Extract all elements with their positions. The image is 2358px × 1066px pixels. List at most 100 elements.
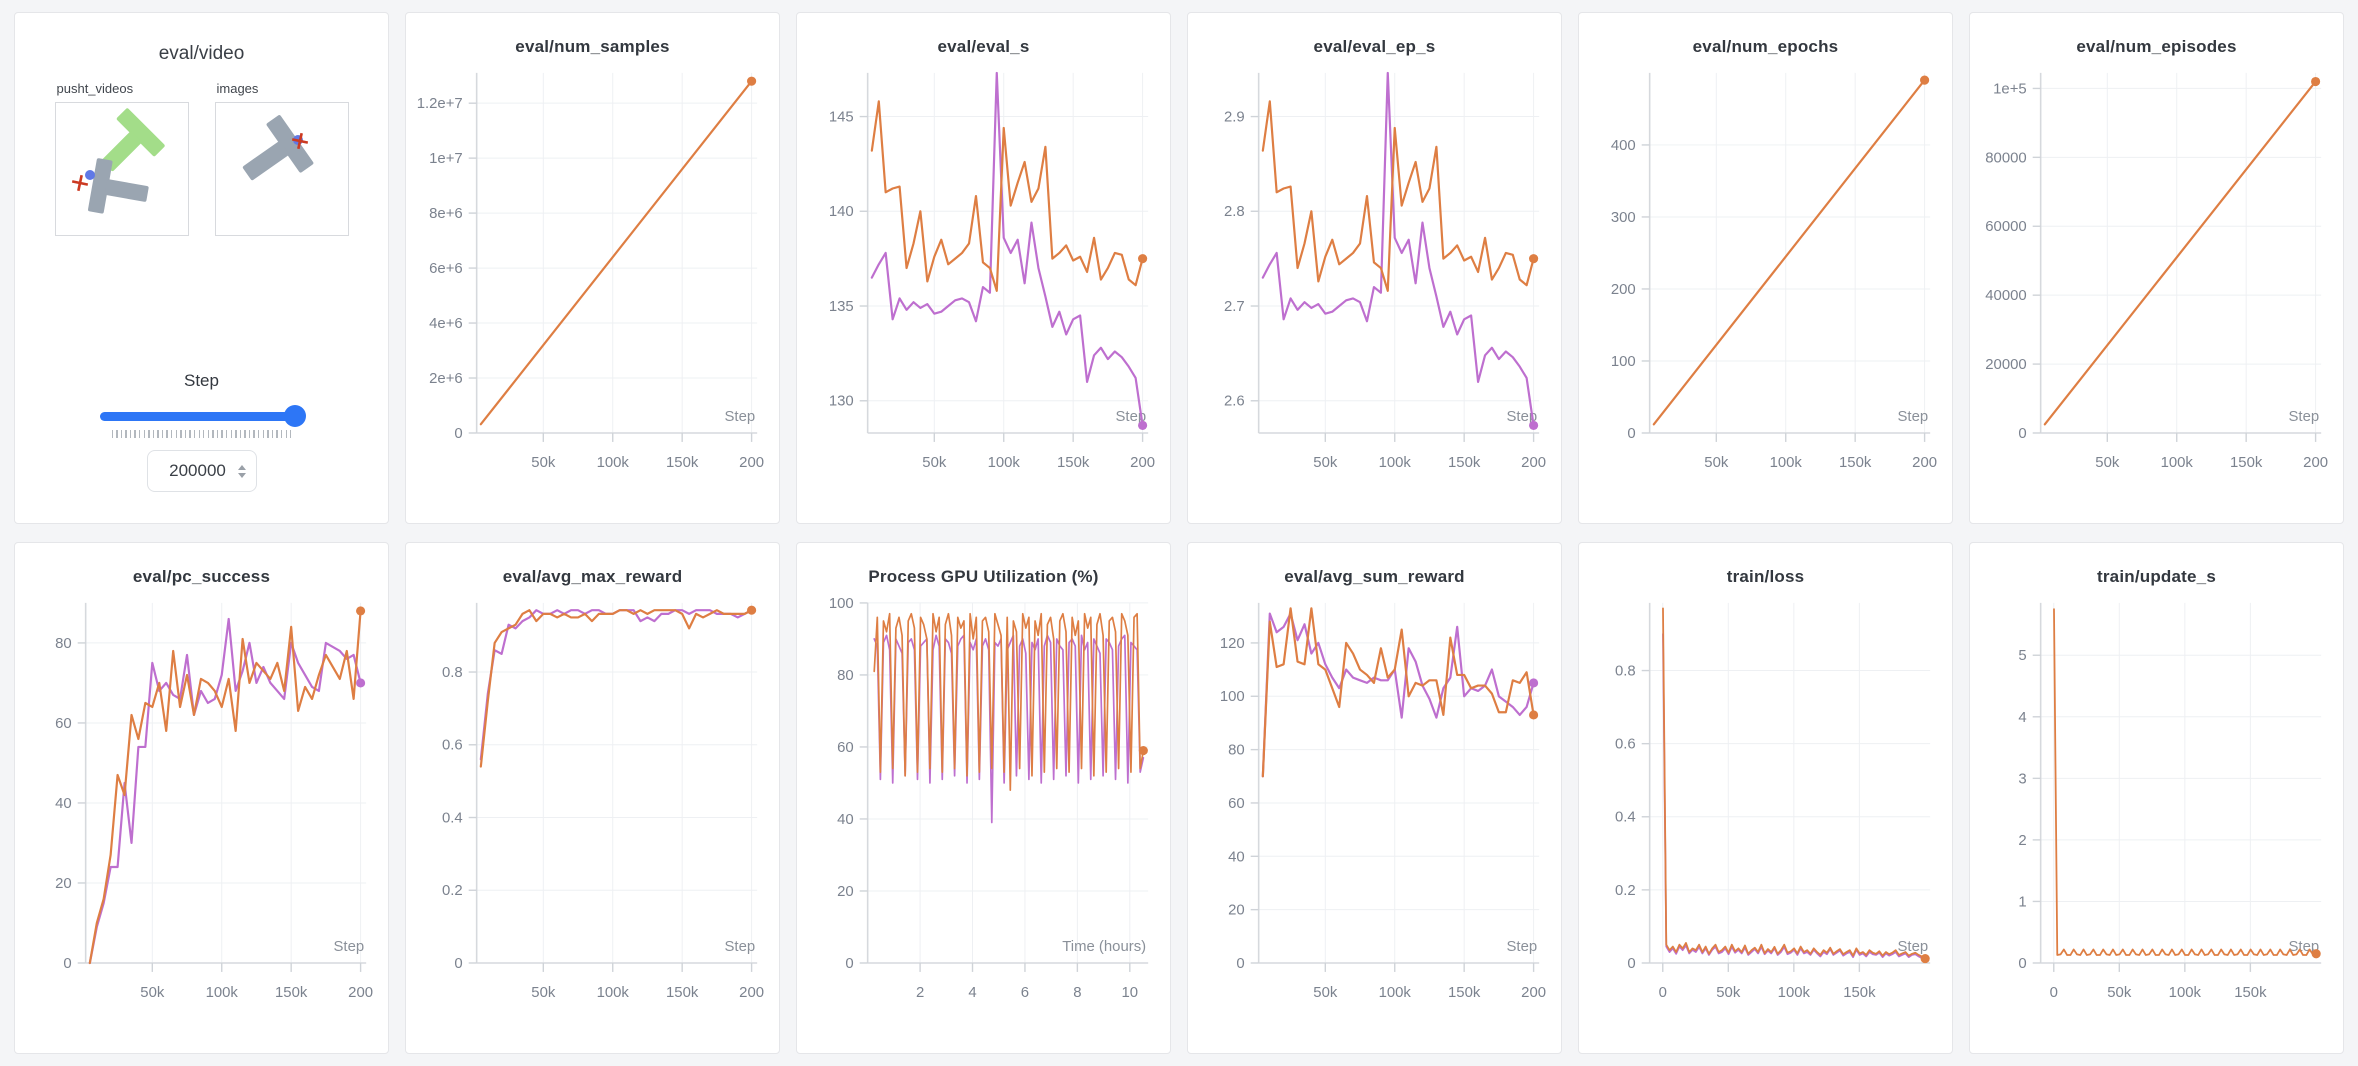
svg-text:150k: 150k xyxy=(666,455,699,471)
svg-text:100k: 100k xyxy=(1778,985,1811,1001)
svg-text:200: 200 xyxy=(1522,985,1547,1001)
panel-process-gpu-utilization: Process GPU Utilization (%) 0 20 40 60 80 100… xyxy=(796,542,1171,1054)
svg-text:10: 10 xyxy=(1122,985,1139,1001)
svg-text:135: 135 xyxy=(829,299,854,315)
svg-text:50k: 50k xyxy=(141,985,166,1001)
svg-text:3: 3 xyxy=(2019,771,2027,787)
svg-text:150k: 150k xyxy=(666,985,699,1001)
chart-eval-num-episodes[interactable]: 0 20000 40000 60000 80000 1e+5 50k 100k 150k 200 S… xyxy=(1977,59,2335,487)
svg-text:0: 0 xyxy=(2019,956,2027,972)
pusht-video-thumbnail[interactable] xyxy=(54,102,189,236)
images-thumbnail[interactable] xyxy=(214,102,349,236)
svg-text:4e+6: 4e+6 xyxy=(430,316,464,332)
chart-train-loss[interactable]: 0 0.2 0.4 0.6 0.8 0 50k 100k 150k Step xyxy=(1586,589,1944,1017)
svg-text:Step: Step xyxy=(2289,409,2320,425)
panel-train-loss: train/loss 0 0.2 0.4 0.6 0.8 0 50k 100k 150k Step xyxy=(1578,542,1953,1054)
svg-text:6e+6: 6e+6 xyxy=(430,261,464,277)
svg-text:120: 120 xyxy=(1220,636,1245,652)
chart-eval-num-epochs[interactable]: 0 100 200 300 400 50k 100k 150k 200 Step xyxy=(1586,59,1944,487)
series-run-orange xyxy=(89,609,363,965)
chart-title: eval/avg_max_reward xyxy=(502,567,683,586)
svg-text:6: 6 xyxy=(1021,985,1029,1001)
panel-title: eval/video xyxy=(158,43,245,64)
svg-text:Step: Step xyxy=(1507,939,1538,955)
end-point-run-orange xyxy=(2312,949,2322,959)
svg-text:40000: 40000 xyxy=(1986,288,2027,304)
chart-eval-avg-max-reward[interactable]: 0 0.2 0.4 0.6 0.8 50k 100k 150k 200 Step xyxy=(413,589,771,1017)
svg-text:Step: Step xyxy=(334,939,365,955)
svg-text:40: 40 xyxy=(56,796,73,812)
svg-text:200: 200 xyxy=(2304,455,2329,471)
svg-text:1.2e+7: 1.2e+7 xyxy=(417,96,463,112)
svg-text:0: 0 xyxy=(1628,956,1636,972)
series-run-orange xyxy=(1662,607,1927,960)
end-point-run-orange xyxy=(1138,254,1148,264)
panel-eval-eval-ep-s: eval/eval_ep_s 2.6 2.7 2.8 2.9 50k 100k 150k 20… xyxy=(1187,12,1562,524)
series-run-orange xyxy=(1653,78,1927,426)
end-point-run-orange xyxy=(356,606,366,616)
end-point-run-orange xyxy=(2311,76,2321,87)
chart-title: eval/avg_sum_reward xyxy=(1284,567,1465,586)
series-run-purple xyxy=(871,71,1145,427)
svg-text:100: 100 xyxy=(1220,689,1245,705)
svg-text:Time (hours): Time (hours) xyxy=(1063,939,1147,955)
end-point-run-orange xyxy=(1920,75,1930,85)
svg-text:20000: 20000 xyxy=(1986,357,2027,373)
chart-eval-eval-s[interactable]: 130 135 140 145 50k 100k 150k 200 Step xyxy=(804,59,1162,487)
svg-text:0: 0 xyxy=(455,956,463,972)
svg-text:2.6: 2.6 xyxy=(1224,394,1245,410)
svg-text:0.4: 0.4 xyxy=(442,810,463,826)
svg-text:8e+6: 8e+6 xyxy=(430,206,464,222)
chart-eval-avg-sum-reward[interactable]: 0 20 40 60 80 100 120 50k 100k 150k 200 Step xyxy=(1195,589,1553,1017)
svg-text:0.6: 0.6 xyxy=(442,738,463,754)
series-run-purple xyxy=(480,609,754,761)
slider-track[interactable] xyxy=(99,412,304,421)
svg-text:150k: 150k xyxy=(1844,985,1877,1001)
step-slider[interactable] xyxy=(99,405,306,427)
spin-up-icon[interactable] xyxy=(237,464,246,470)
svg-text:Step: Step xyxy=(1898,939,1929,955)
step-number-input[interactable] xyxy=(161,460,234,482)
slider-thumb[interactable] xyxy=(283,405,306,427)
chart-eval-num-samples[interactable]: 0 2e+6 4e+6 6e+6 8e+6 1e+7 1.2e+7 50k 100k 150k 20… xyxy=(413,59,771,487)
media-item-images: images xyxy=(214,81,349,236)
svg-text:0.2: 0.2 xyxy=(442,883,463,899)
step-number-stepper[interactable] xyxy=(146,450,257,492)
svg-text:50k: 50k xyxy=(1314,455,1339,471)
svg-text:2.9: 2.9 xyxy=(1224,109,1245,125)
panel-eval-num-episodes: eval/num_episodes 0 20000 40000 60000 80000 1… xyxy=(1969,12,2344,524)
media-item-pusht-videos: pusht_videos xyxy=(54,81,189,236)
end-point-run-orange xyxy=(1529,254,1539,264)
svg-text:50k: 50k xyxy=(2108,985,2133,1001)
stepper-spin-buttons[interactable] xyxy=(237,464,246,478)
svg-text:300: 300 xyxy=(1611,210,1636,226)
svg-text:100k: 100k xyxy=(988,455,1021,471)
svg-text:150k: 150k xyxy=(2230,455,2263,471)
svg-text:100k: 100k xyxy=(1770,455,1803,471)
svg-text:100k: 100k xyxy=(2161,455,2194,471)
chart-process-gpu-utilization[interactable]: 0 20 40 60 80 100 2 4 6 8 10 Time (hours) xyxy=(804,589,1162,1017)
svg-text:60: 60 xyxy=(56,716,73,732)
chart-title: eval/eval_ep_s xyxy=(1313,37,1436,56)
end-point-run-purple xyxy=(1138,420,1148,430)
spin-down-icon[interactable] xyxy=(237,472,246,478)
series-run-orange xyxy=(871,100,1145,292)
pusht-image-render-icon xyxy=(242,115,313,181)
svg-text:2e+6: 2e+6 xyxy=(430,371,464,387)
step-control: Step xyxy=(15,371,388,492)
end-point-run-purple xyxy=(1529,678,1539,688)
svg-text:Step: Step xyxy=(725,409,756,425)
chart-eval-pc-success[interactable]: 0 20 40 60 80 50k 100k 150k 200 Step xyxy=(22,589,380,1017)
svg-text:40: 40 xyxy=(838,812,855,828)
svg-text:100k: 100k xyxy=(1379,455,1412,471)
svg-text:0.2: 0.2 xyxy=(1615,883,1636,899)
svg-text:100k: 100k xyxy=(1379,985,1412,1001)
svg-text:4: 4 xyxy=(969,985,977,1001)
series-run-orange xyxy=(480,80,754,426)
series-run-orange xyxy=(873,612,1145,791)
panel-eval-video: eval/video pusht_videos xyxy=(14,12,389,524)
chart-eval-eval-ep-s[interactable]: 2.6 2.7 2.8 2.9 50k 100k 150k 200 Step xyxy=(1195,59,1553,487)
chart-title: Process GPU Utilization (%) xyxy=(868,567,1099,586)
